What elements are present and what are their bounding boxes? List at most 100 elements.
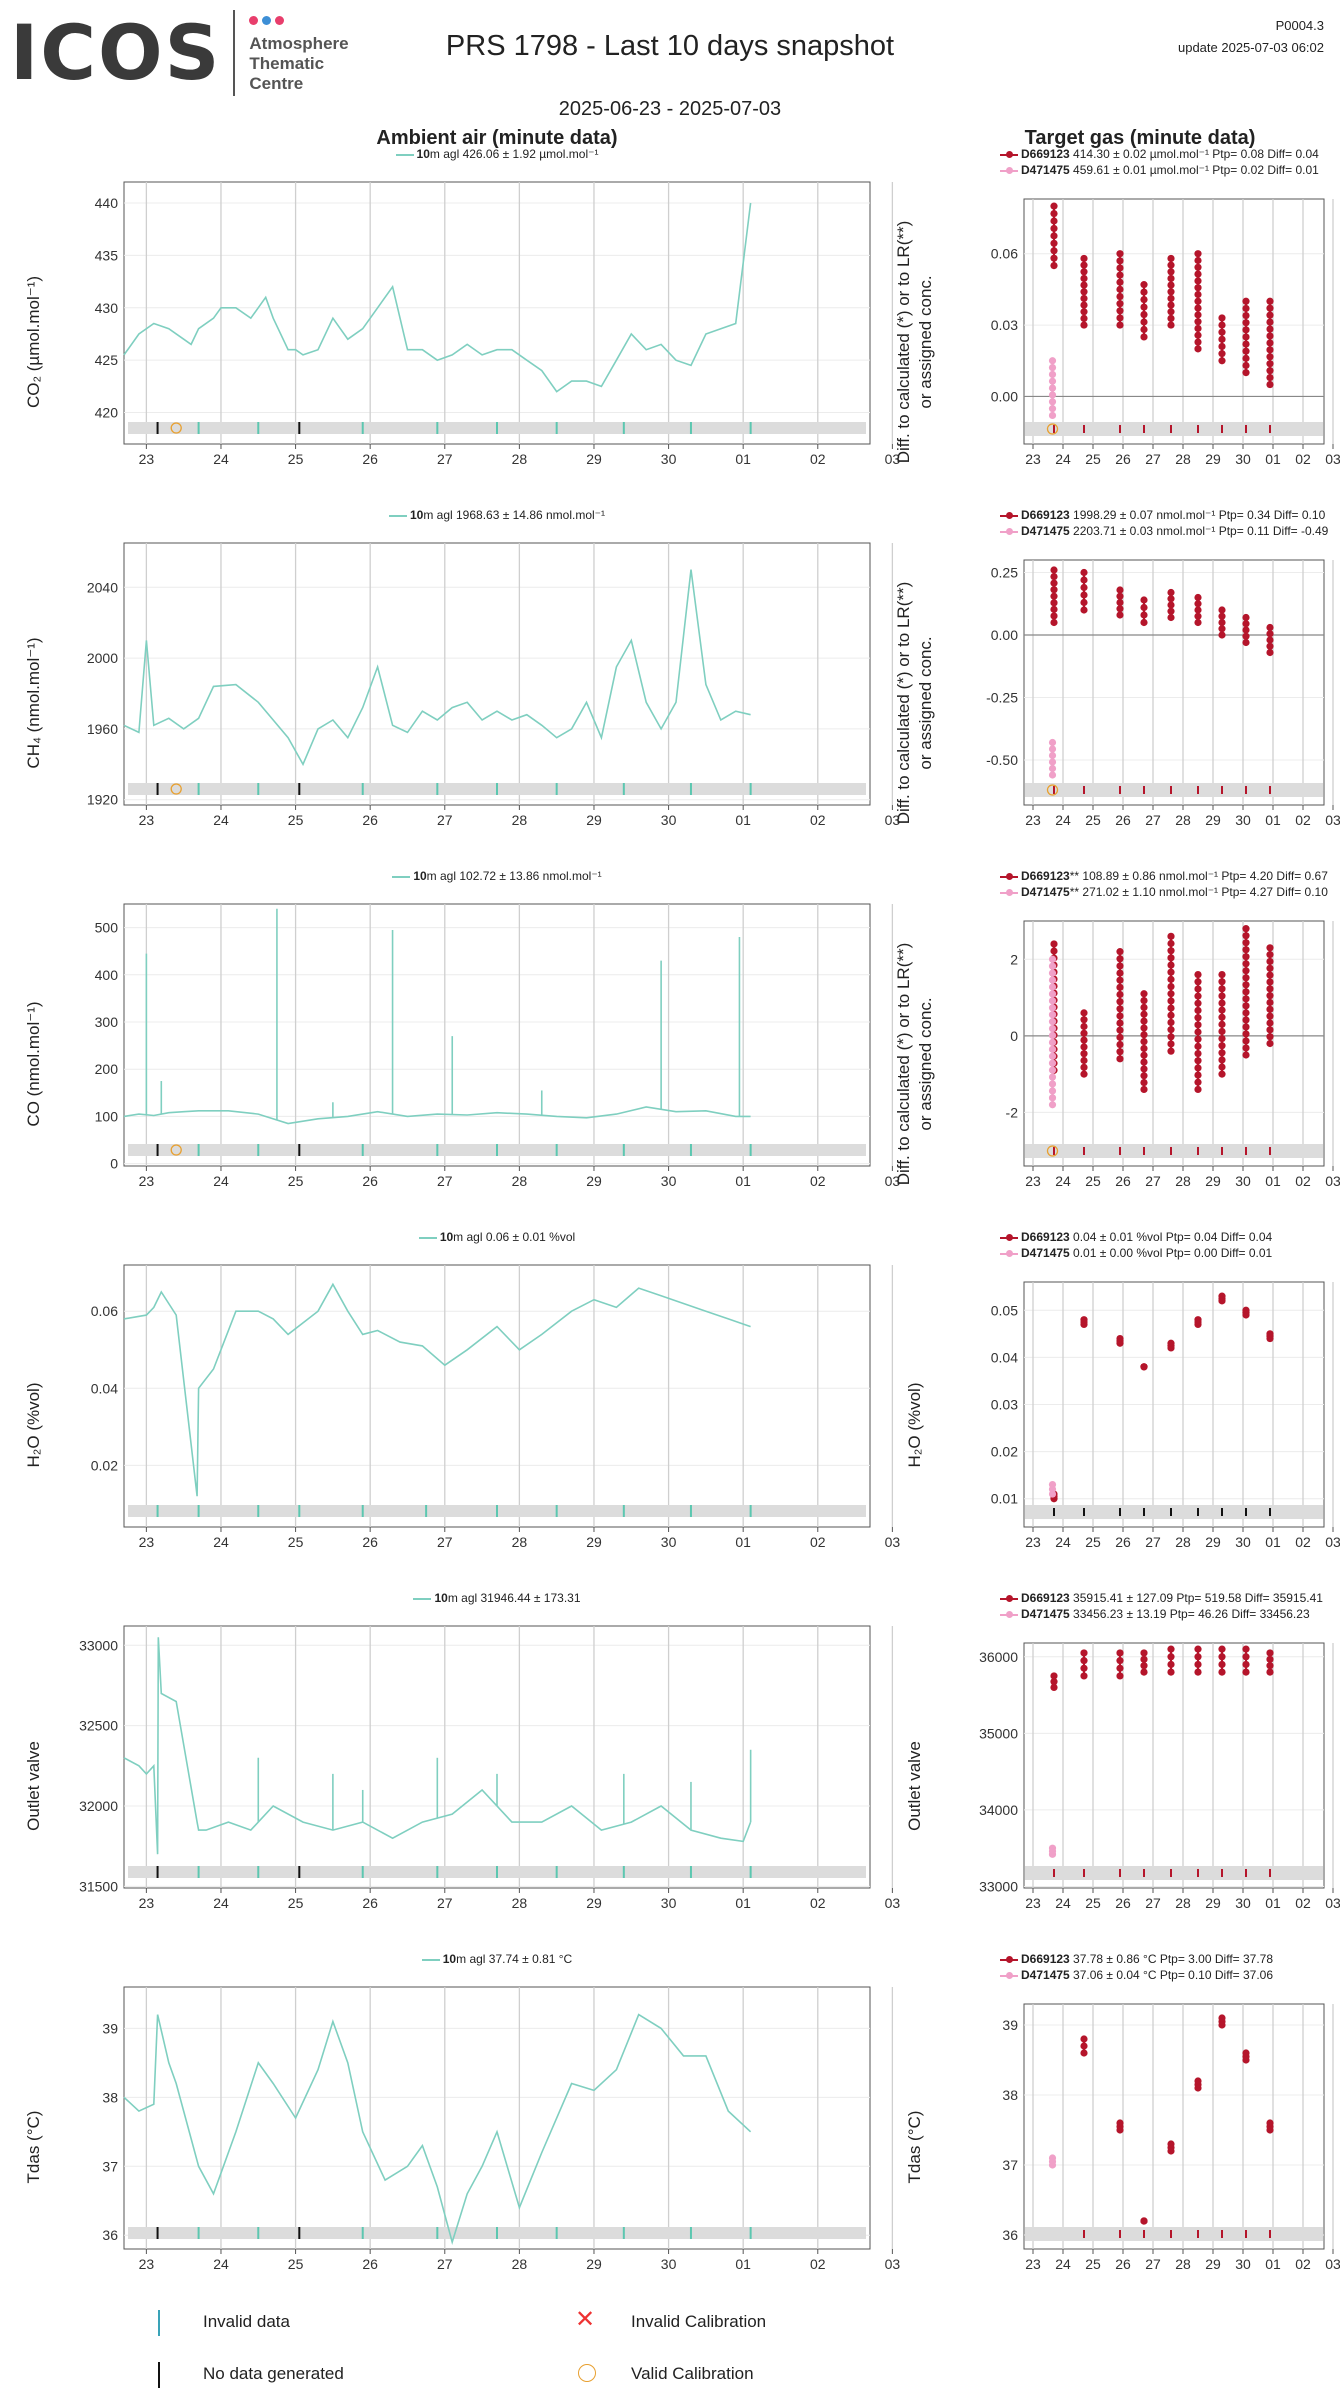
logo-sub-2: Thematic (249, 54, 325, 73)
target-point-D669123 (1140, 1051, 1148, 1059)
ambient-legend-text: m agl 102.72 ± 13.86 nmol.mol⁻¹ (426, 869, 602, 883)
panel-ambient-outlet-valve: 31500 32000 32500 33000 23 24 25 26 27 28 29 30 01 02… (79, 1625, 901, 1911)
target-point-D669123 (1080, 1063, 1088, 1071)
y-tick-label: 39 (1002, 2017, 1018, 2033)
target-point-D669123 (1194, 284, 1202, 292)
ambient-series-line (123, 2013, 752, 2245)
plot-frame (123, 1625, 871, 1889)
panel-ambient-co: 0 100 200 300 400 500 23 24 25 26 27 28 29 30 01 02 03 (95, 903, 901, 1189)
target-legend-cylinder: D471475 (1021, 1246, 1070, 1260)
target-point-D669123 (1242, 311, 1250, 320)
target-point-D669123 (1050, 1683, 1058, 1692)
valid-calibration-marker (1046, 423, 1059, 435)
target-point-D669123 (1242, 638, 1250, 647)
target-point-D669123 (1194, 345, 1202, 353)
target-point-D669123 (1116, 605, 1124, 613)
target-point-D669123 (1218, 2014, 1226, 2022)
target-point-D669123 (1116, 990, 1124, 999)
x-tick-label: 23 (139, 2256, 155, 2272)
panel-target-co2: 0.00 0.03 0.06 23 24 25 26 27 28 29 30 01 02 03 (991, 198, 1340, 467)
target-point-D669123 (1080, 1022, 1088, 1031)
target-point-D669123 (1050, 239, 1058, 247)
y-tick-label: 0.04 (991, 1349, 1018, 1365)
x-tick-label: 29 (1205, 2256, 1221, 2272)
target-point-D669123 (1167, 968, 1175, 976)
target-point-D669123 (1218, 631, 1226, 639)
target-point-D669123 (1218, 328, 1226, 336)
x-tick-label: 27 (437, 1895, 453, 1911)
x-tick-label: 30 (1235, 812, 1251, 828)
y-tick-label: 36 (1002, 2227, 1018, 2243)
x-tick-label: 23 (1025, 2256, 1041, 2272)
target-point-D669123 (1266, 325, 1274, 333)
target-point-D669123 (1242, 939, 1250, 947)
target-point-D669123 (1266, 380, 1274, 389)
target-point-D669123 (1116, 1672, 1124, 1680)
target-point-D669123 (1167, 982, 1175, 991)
target-point-D669123 (1218, 1070, 1226, 1078)
target-legend-text: 0.04 ± 0.01 %vol Ptp= 0.04 Diff= 0.04 (1069, 1230, 1273, 1244)
target-point-D669123 (1266, 1005, 1274, 1013)
target-point-D669123 (1266, 1012, 1274, 1020)
target-point-D471475 (1048, 411, 1057, 420)
x-tick-label: 01 (1265, 1534, 1281, 1550)
x-tick-label: 26 (1115, 1173, 1131, 1189)
invalid-calibration-label: Invalid Calibration (631, 2312, 767, 2331)
ambient-legend-text: m agl 1968.63 ± 14.86 nmol.mol⁻¹ (423, 508, 606, 522)
ambient-legend: 10m agl 0.06 ± 0.01 %vol (124, 1230, 870, 1244)
target-point-D669123 (1167, 954, 1175, 962)
x-tick-label: 26 (362, 1534, 378, 1550)
target-point-D669123 (1242, 1653, 1250, 1661)
target-point-D471475 (1048, 1073, 1057, 1081)
target-point-D669123 (1242, 1044, 1250, 1052)
target-point-D669123 (1167, 2140, 1175, 2148)
target-point-D669123 (1167, 1339, 1175, 1347)
target-point-D669123 (1266, 992, 1274, 1000)
target-point-D669123 (1194, 1028, 1202, 1036)
target-point-D669123 (1266, 944, 1274, 952)
x-tick-label: 03 (885, 1173, 901, 1189)
ambient-legend-height: 10 (416, 147, 430, 161)
x-tick-label: 25 (1085, 1534, 1101, 1550)
target-legend-cylinder: D669123 (1021, 1591, 1070, 1605)
target-point-D669123 (1167, 1660, 1175, 1669)
target-point-D471475 (1048, 1018, 1057, 1026)
target-point-D471475 (1048, 976, 1057, 984)
target-point-D471475 (1048, 1087, 1057, 1095)
y-tick-label: 2000 (87, 650, 118, 666)
x-tick-label: 23 (139, 1534, 155, 1550)
target-point-D669123 (1242, 1030, 1250, 1038)
y-tick-label: 0.00 (991, 388, 1018, 404)
y-tick-label: 400 (95, 967, 119, 983)
target-point-D669123 (1242, 1306, 1250, 1314)
target-point-D669123 (1140, 303, 1148, 311)
target-legend-cylinder: D471475 (1021, 885, 1070, 899)
target-point-D669123 (1140, 1649, 1148, 1657)
target-point-D669123 (1167, 281, 1175, 289)
target-point-D669123 (1116, 1019, 1124, 1027)
y-tick-label: 37 (102, 2158, 118, 2174)
plot-frame (123, 542, 871, 806)
target-point-D669123 (1050, 592, 1058, 600)
target-point-D669123 (1194, 263, 1202, 271)
target-point-D669123 (1242, 967, 1250, 975)
plot-frame (1023, 559, 1325, 806)
target-point-D669123 (1167, 308, 1175, 316)
target-point-D669123 (1194, 318, 1202, 326)
x-tick-label: 26 (1115, 1534, 1131, 1550)
target-point-D669123 (1194, 311, 1202, 319)
target-point-D669123 (1140, 1044, 1148, 1053)
y-tick-label: 36 (102, 2227, 118, 2243)
y-tick-label: 32000 (79, 1798, 118, 1814)
y-tick-label: 0.25 (991, 565, 1018, 581)
target-point-D669123 (1167, 261, 1175, 269)
target-point-D471475 (1048, 1024, 1057, 1033)
target-point-D669123 (1050, 612, 1058, 620)
target-point-D669123 (1194, 1316, 1202, 1324)
target-point-D669123 (1218, 350, 1226, 358)
x-tick-label: 26 (1115, 2256, 1131, 2272)
x-tick-label: 03 (1325, 2256, 1340, 2272)
x-tick-label: 03 (885, 1895, 901, 1911)
target-legend-text: 414.30 ± 0.02 µmol.mol⁻¹ Ptp= 0.08 Diff=… (1069, 147, 1319, 161)
target-point-D669123 (1194, 1035, 1202, 1043)
